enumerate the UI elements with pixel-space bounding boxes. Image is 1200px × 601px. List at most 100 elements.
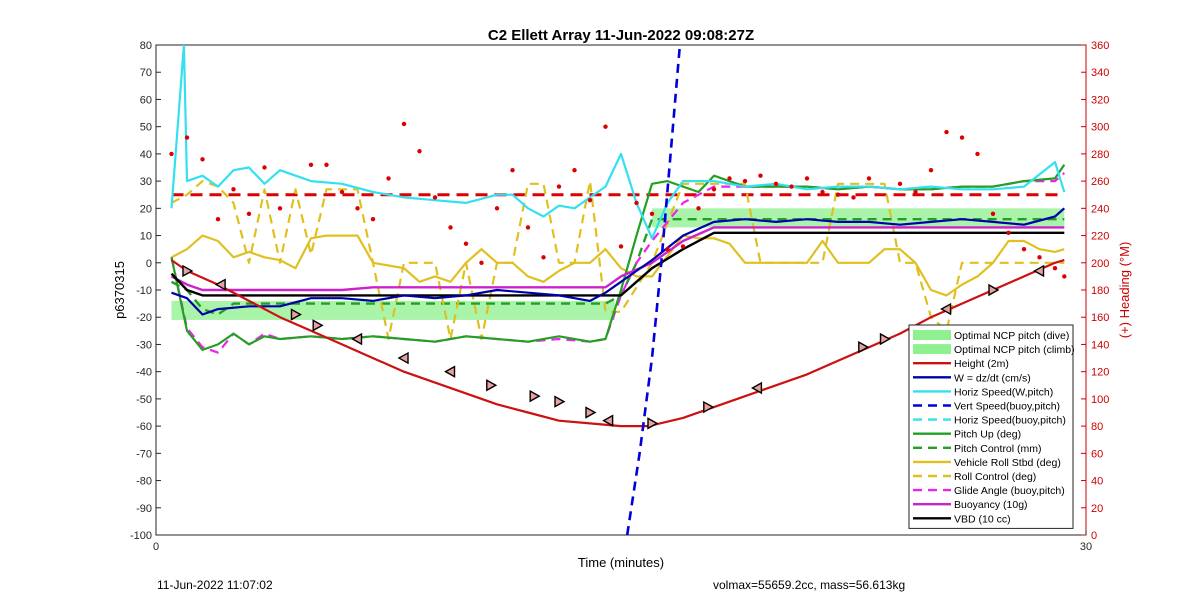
y-tick-label: -50 — [136, 394, 152, 406]
height-marker — [554, 395, 566, 408]
height-marker — [858, 340, 870, 354]
heading-point — [959, 135, 965, 140]
heading-point — [184, 135, 190, 140]
heading-point — [417, 148, 422, 154]
x-tick-label: 30 — [1080, 541, 1092, 553]
heading-point — [401, 121, 407, 127]
y-tick-label: -20 — [136, 312, 152, 324]
chart-title: C2 Ellett Array 11-Jun-2022 09:08:27Z — [488, 27, 754, 44]
height-marker — [647, 417, 659, 430]
heading-point — [789, 184, 794, 189]
y2-tick-label: 100 — [1091, 394, 1109, 406]
legend-label: Height (2m) — [954, 358, 1009, 370]
heading-point — [820, 189, 825, 195]
heading-point — [944, 129, 949, 135]
y2-tick-label: 280 — [1091, 149, 1109, 161]
height-marker — [988, 283, 1000, 297]
legend-label: Glide Angle (buoy,pitch) — [954, 485, 1065, 497]
heading-point — [1052, 266, 1058, 271]
heading-point — [324, 162, 329, 167]
y-tick-label: -30 — [136, 339, 152, 351]
height-marker — [940, 302, 952, 316]
heading-point — [463, 241, 469, 246]
series-line-height — [170, 259, 1065, 428]
heading-point — [804, 176, 810, 181]
height-marker — [397, 351, 409, 365]
y-tick-label: 60 — [140, 94, 152, 106]
y2-tick-label: 160 — [1091, 312, 1109, 324]
heading-point — [277, 206, 283, 211]
heading-point — [1037, 255, 1042, 260]
y2-tick-label: 60 — [1091, 448, 1103, 460]
heading-point — [835, 192, 841, 197]
heading-point — [742, 178, 748, 184]
height-marker — [529, 389, 541, 403]
height-marker — [750, 381, 763, 395]
y2-axis-label: (+) Heading (°M) — [1117, 242, 1132, 339]
y2-tick-label: 200 — [1091, 258, 1109, 270]
legend-label: Vert Speed(buoy,pitch) — [954, 401, 1060, 413]
heading-point — [727, 176, 732, 181]
y-tick-label: 40 — [140, 149, 152, 161]
height-marker — [214, 278, 226, 291]
series-line-horiz-w — [170, 45, 1066, 240]
heading-point — [215, 217, 221, 222]
y2-tick-label: 240 — [1091, 203, 1109, 215]
heading-point — [231, 187, 236, 192]
legend-label: Horiz Speed(W,pitch) — [954, 386, 1053, 398]
heading-point — [510, 168, 515, 173]
y-tick-label: -90 — [136, 503, 152, 515]
x-axis-label: Time (minutes) — [578, 555, 664, 570]
height-marker — [444, 365, 456, 378]
y-tick-label: 70 — [140, 67, 152, 79]
y-tick-label: 30 — [140, 176, 152, 188]
heading-point — [603, 124, 608, 129]
y-tick-label: 50 — [140, 122, 152, 134]
heading-point — [200, 157, 205, 162]
heading-point — [556, 184, 562, 189]
y2-tick-label: 120 — [1091, 367, 1109, 379]
y2-tick-label: 80 — [1091, 421, 1103, 433]
height-marker — [351, 332, 363, 346]
heading-point — [711, 187, 717, 192]
legend-label: Pitch Up (deg) — [954, 429, 1021, 441]
heading-point — [851, 195, 856, 200]
heading-point — [494, 206, 500, 211]
series-line-vert-buoy — [625, 45, 682, 535]
heading-point — [432, 195, 438, 200]
y2-tick-label: 360 — [1091, 40, 1109, 52]
ncp-pitch-band — [652, 208, 1065, 228]
heading-point — [634, 200, 639, 206]
legend-label: Vehicle Roll Stbd (deg) — [954, 457, 1061, 469]
y2-tick-label: 300 — [1091, 122, 1109, 134]
y2-tick-label: 0 — [1091, 530, 1097, 542]
heading-point — [990, 211, 996, 216]
y2-tick-label: 20 — [1091, 503, 1103, 515]
heading-point — [897, 181, 903, 187]
heading-point — [866, 176, 872, 181]
heading-point — [262, 165, 267, 170]
heading-point — [587, 197, 593, 203]
heading-point — [246, 211, 252, 216]
heading-point — [928, 168, 934, 173]
y-tick-label: -70 — [136, 448, 152, 460]
series-line-vbd — [170, 231, 1065, 297]
y2-tick-label: 140 — [1091, 339, 1109, 351]
y2-tick-label: 340 — [1091, 67, 1109, 79]
heading-point — [355, 206, 360, 211]
legend-swatch — [913, 330, 951, 340]
footer-timestamp: 11-Jun-2022 11:07:02 — [157, 578, 273, 592]
heading-point — [773, 181, 779, 187]
y-tick-label: 10 — [140, 231, 152, 243]
heading-point — [308, 162, 314, 167]
y2-tick-label: 220 — [1091, 231, 1109, 243]
footer-params: volmax=55659.2cc, mass=56.613kg — [713, 578, 906, 592]
heading-point — [1006, 230, 1011, 236]
legend-label: W = dz/dt (cm/s) — [954, 372, 1031, 384]
series-line-w — [171, 207, 1066, 316]
legend-box — [908, 324, 1074, 529]
heading-point — [975, 151, 980, 157]
series-line-buoyancy — [170, 226, 1065, 292]
height-marker — [879, 332, 891, 346]
